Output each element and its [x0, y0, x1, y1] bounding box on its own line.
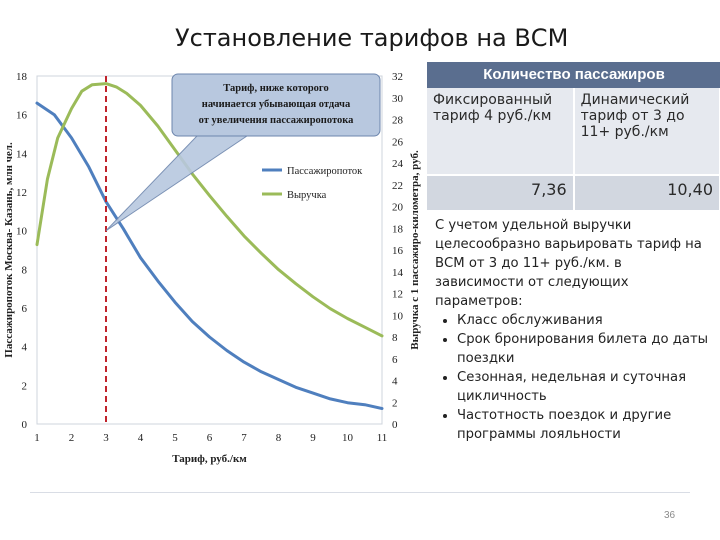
chart-axes: 1 2 3 4 5 6 7 8 9 10 11024681012141618024681012141…: [3, 71, 421, 465]
chart-legend: Пассажиропоток Выручка: [262, 166, 363, 201]
x-tick-label: 3: [103, 432, 109, 444]
y-left-tick-label: 18: [16, 71, 28, 83]
y-left-axis-label: Пассажиропоток Москва- Казань, млн чел.: [3, 142, 15, 358]
x-tick-label: 8: [276, 432, 282, 444]
legend-label: Пассажиропоток: [287, 166, 363, 177]
y-right-tick-label: 12: [392, 289, 403, 301]
y-right-tick-label: 28: [392, 115, 404, 127]
x-tick-label: 1: [34, 432, 40, 444]
y-right-axis-label: Выручка с 1 пассажиро-километра, руб.: [409, 150, 421, 350]
fixed-tariff-value: 7,36: [427, 174, 575, 210]
x-tick-label: 2: [69, 432, 75, 444]
y-right-tick-label: 26: [392, 136, 404, 148]
y-left-tick-label: 12: [16, 187, 27, 199]
callout-text-line: начинается убывающая отдача: [202, 99, 351, 110]
list-item: Срок бронирования билета до даты поездки: [457, 330, 713, 368]
x-tick-label: 6: [207, 432, 213, 444]
page-number: 36: [664, 510, 676, 521]
table-header-row: Фиксированный тариф 4 руб./км Динамическ…: [427, 88, 720, 175]
x-tick-label: 7: [241, 432, 247, 444]
y-left-tick-label: 10: [16, 226, 28, 238]
dynamic-tariff-header: Динамический тариф от 3 до 11+ руб./км: [573, 88, 720, 175]
y-left-tick-label: 2: [22, 380, 28, 392]
chart-annotation: Тариф, ниже которого начинается убывающая…: [105, 73, 381, 232]
y-left-tick-label: 16: [16, 110, 28, 122]
series-line-passengers: [35, 101, 384, 410]
x-tick-label: 10: [342, 432, 354, 444]
passenger-table: Фиксированный тариф 4 руб./км Динамическ…: [427, 88, 720, 210]
list-item: Сезонная, недельная и суточная цикличнос…: [457, 368, 713, 406]
recommendation-note: С учетом удельной выручки целесообразно …: [427, 210, 720, 444]
y-right-tick-label: 2: [392, 397, 398, 409]
y-left-tick-label: 0: [22, 419, 28, 431]
dynamic-tariff-value: 10,40: [573, 174, 720, 210]
y-right-tick-label: 20: [392, 202, 404, 214]
footer-divider: [30, 492, 690, 493]
y-right-tick-label: 22: [392, 180, 403, 192]
list-item: Класс обслуживания: [457, 311, 713, 330]
x-tick-label: 11: [377, 432, 388, 444]
note-intro: С учетом удельной выручки целесообразно …: [435, 218, 702, 309]
y-right-tick-label: 6: [392, 354, 398, 366]
legend-label: Выручка: [287, 190, 327, 201]
y-right-tick-label: 30: [392, 93, 404, 105]
y-right-tick-label: 10: [392, 310, 404, 322]
parameter-list: Класс обслуживания Срок бронирования бил…: [435, 311, 713, 444]
y-right-tick-label: 0: [392, 419, 398, 431]
passenger-panel: Количество пассажиров Фиксированный тари…: [427, 62, 720, 472]
x-tick-label: 5: [172, 432, 178, 444]
y-right-tick-label: 18: [392, 223, 404, 235]
y-left-tick-label: 14: [16, 148, 28, 160]
callout-box: [171, 73, 381, 137]
x-tick-label: 9: [310, 432, 316, 444]
table-value-row: 7,36 10,40: [427, 174, 720, 210]
list-item: Частотность поездок и другие программы л…: [457, 406, 713, 444]
y-right-tick-label: 8: [392, 332, 398, 344]
y-right-tick-label: 14: [392, 267, 404, 279]
y-left-tick-label: 6: [22, 303, 28, 315]
fixed-tariff-header: Фиксированный тариф 4 руб./км: [427, 88, 575, 175]
y-right-tick-label: 32: [392, 71, 403, 83]
x-tick-label: 4: [138, 432, 144, 444]
y-right-tick-label: 16: [392, 245, 404, 257]
panel-header: Количество пассажиров: [427, 62, 720, 88]
y-right-tick-label: 4: [392, 376, 398, 388]
y-left-tick-label: 4: [22, 342, 28, 354]
callout-text-line: от увеличения пассажиропотока: [199, 115, 354, 126]
tariff-chart: 1 2 3 4 5 6 7 8 9 10 11024681012141618024681012141…: [3, 71, 421, 465]
y-right-tick-label: 24: [392, 158, 404, 170]
callout-text-line: Тариф, ниже которого: [223, 83, 328, 94]
x-axis-label: Тариф, руб./км: [172, 453, 247, 465]
slide-title: Установление тарифов на ВСМ: [175, 24, 569, 52]
y-left-tick-label: 8: [22, 264, 28, 276]
